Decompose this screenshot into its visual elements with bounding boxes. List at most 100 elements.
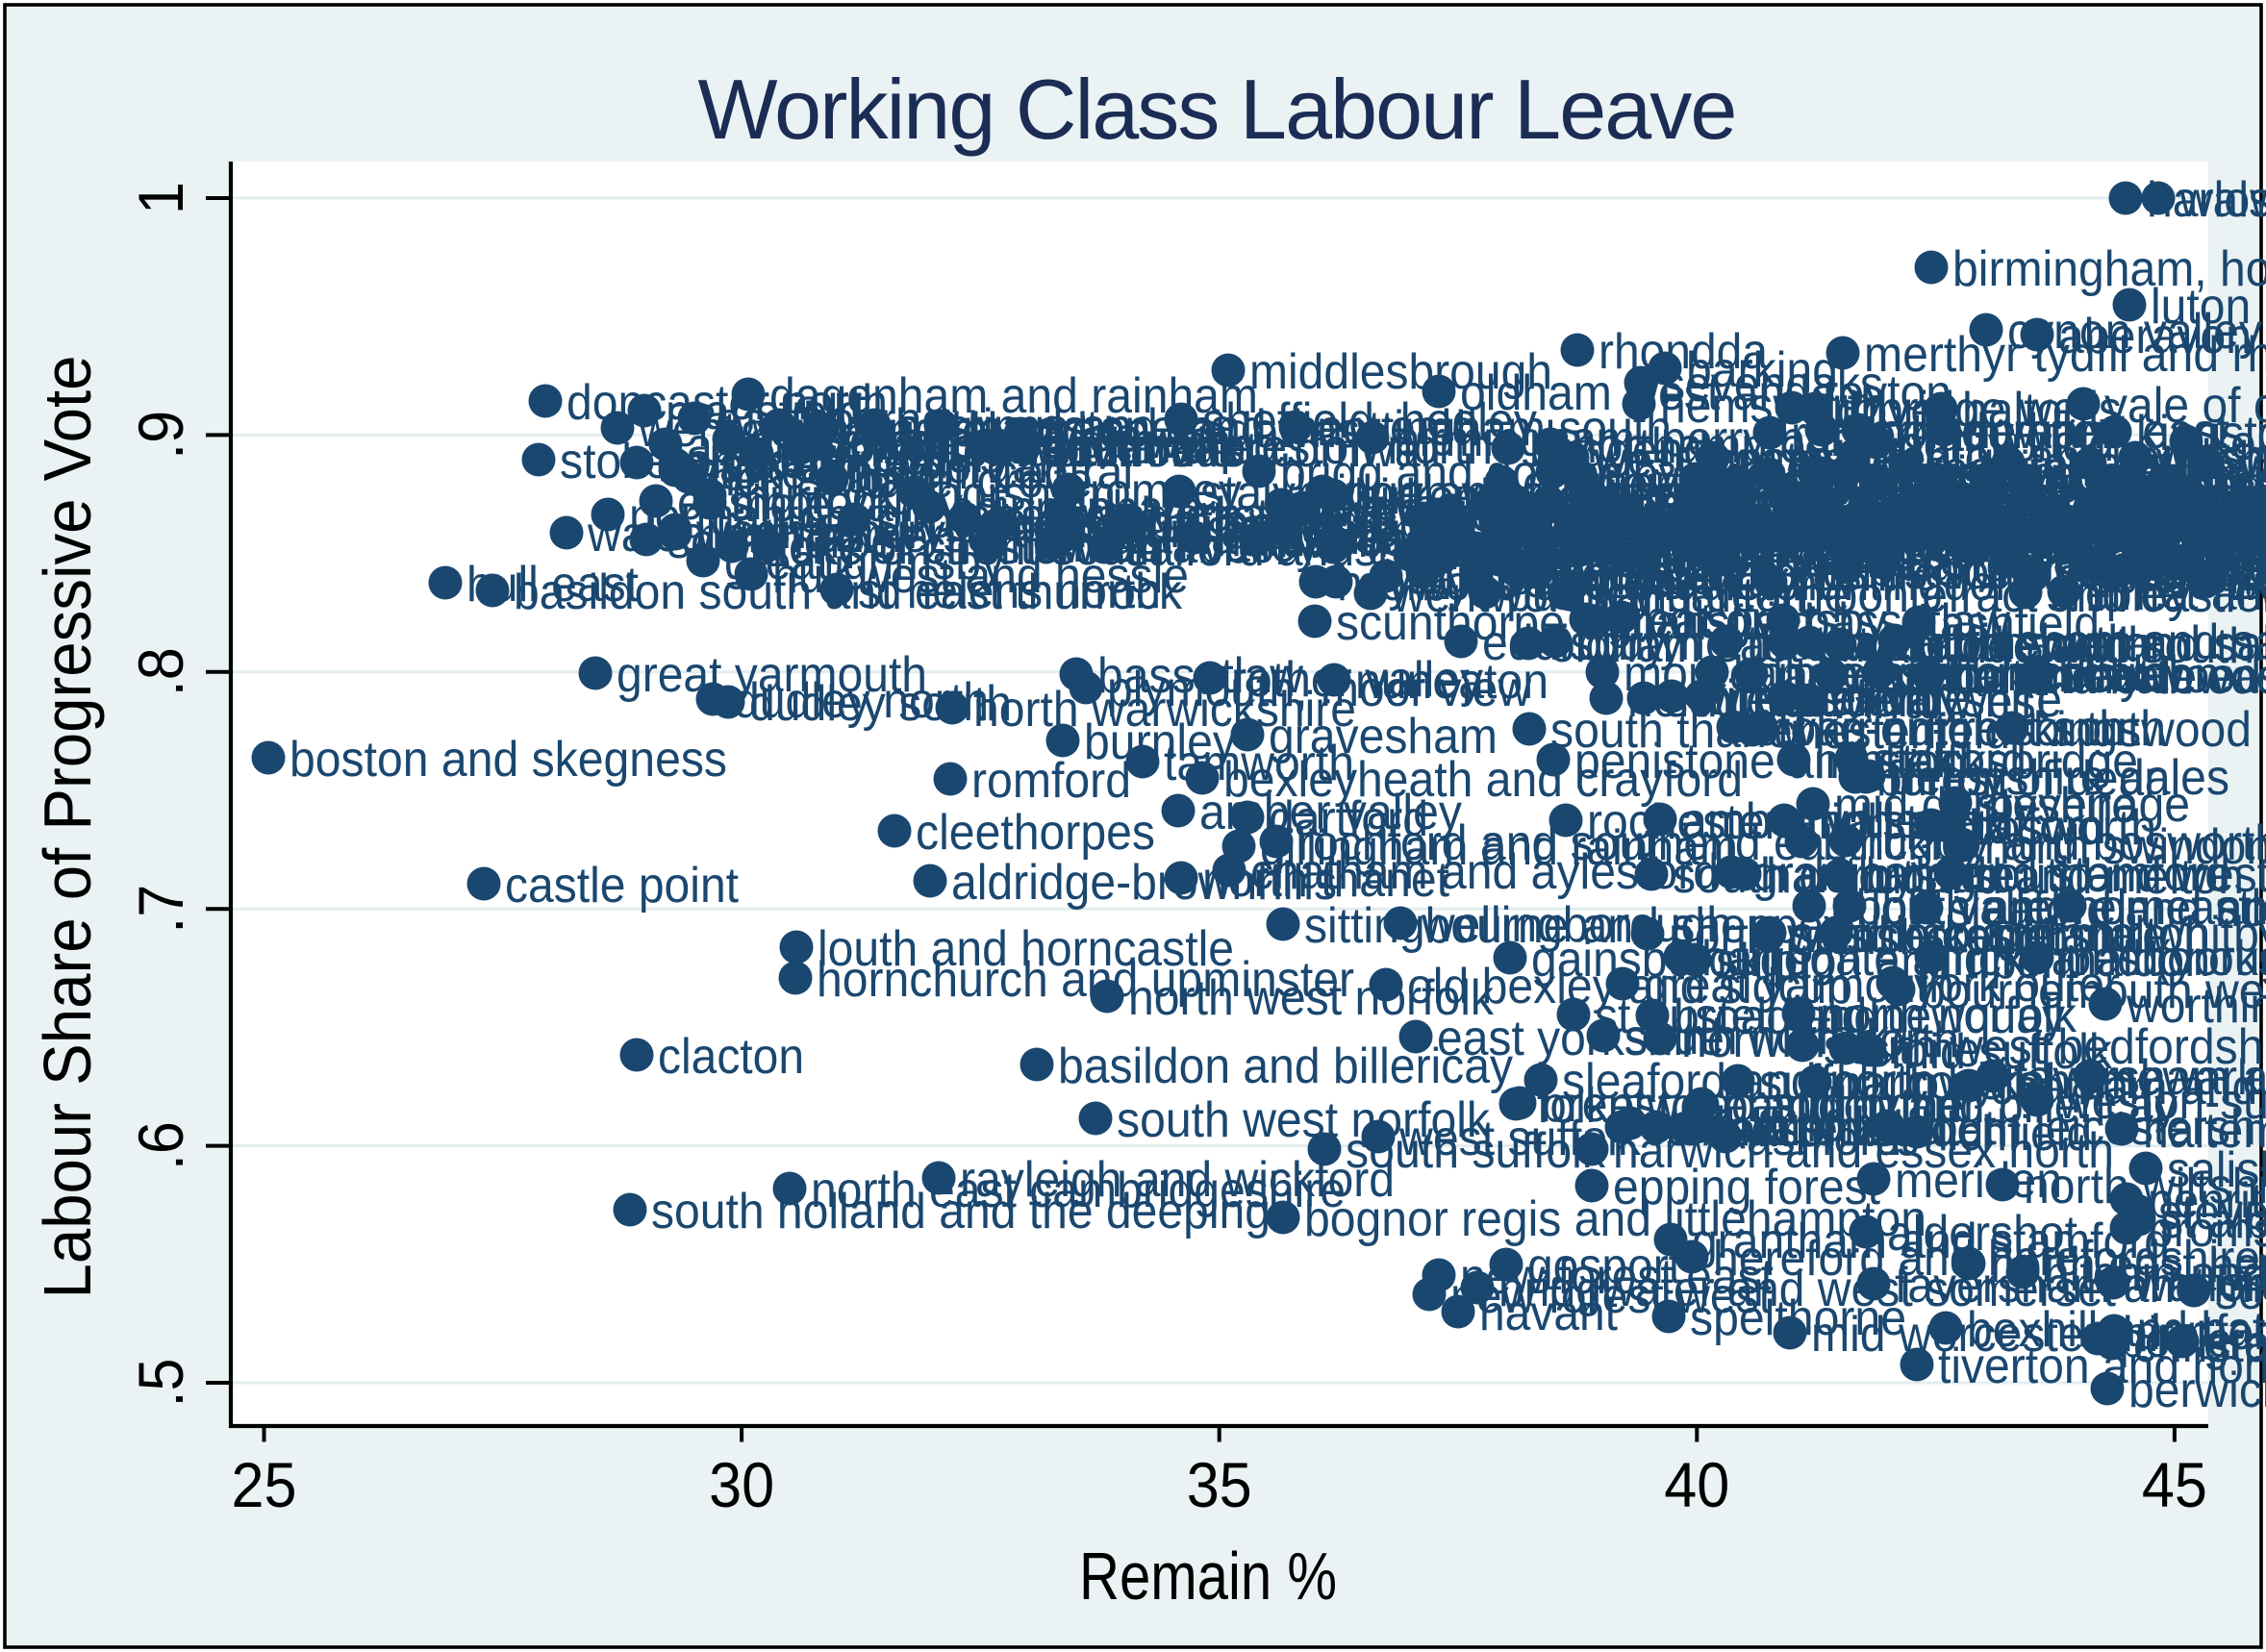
- svg-text:altrincham and sale west: altrincham and sale west: [1916, 614, 2266, 670]
- svg-text:south west bedfordshire: south west bedfordshire: [1824, 1019, 2266, 1075]
- svg-text:epping forest: epping forest: [1613, 1160, 1881, 1215]
- svg-text:city of chester: city of chester: [789, 519, 1074, 575]
- svg-text:30: 30: [709, 1449, 774, 1520]
- svg-text:25: 25: [232, 1449, 297, 1520]
- svg-text:st albans: st albans: [2160, 1193, 2266, 1249]
- svg-text:north west norfolk: north west norfolk: [1128, 970, 1495, 1026]
- svg-text:Working Class Labour Leave: Working Class Labour Leave: [698, 62, 1736, 157]
- svg-text:hereford and herefordshire: hereford and herefordshire: [1713, 1231, 2260, 1287]
- svg-text:great yarmouth: great yarmouth: [617, 647, 927, 703]
- svg-text:vale of clwyd: vale of clwyd: [2104, 378, 2266, 434]
- svg-text:.7: .7: [125, 885, 196, 934]
- svg-text:hinckley and bosworth: hinckley and bosworth: [1823, 815, 2266, 871]
- svg-text:stevenage: stevenage: [1976, 777, 2190, 833]
- svg-text:oldham west and royton: oldham west and royton: [1460, 365, 1951, 421]
- svg-text:.6: .6: [125, 1121, 196, 1170]
- svg-text:cleethorpes: cleethorpes: [916, 805, 1155, 861]
- svg-text:weaver vale: weaver vale: [1006, 419, 1254, 475]
- svg-text:bognor regis and littlehampton: bognor regis and littlehampton: [1304, 1191, 1926, 1247]
- svg-text:maidstone and the weald: maidstone and the weald: [963, 400, 1477, 456]
- svg-text:boston and skegness: boston and skegness: [290, 732, 727, 788]
- svg-text:saffron walden: saffron walden: [1707, 1102, 2008, 1158]
- svg-text:hornchurch and upminster: hornchurch and upminster: [817, 952, 1354, 1008]
- svg-text:warrington south: warrington south: [1781, 701, 2125, 757]
- svg-text:middlesbrough: middlesbrough: [1249, 344, 1552, 400]
- svg-text:rother valley: rother valley: [1231, 652, 1483, 708]
- svg-text:harrogate and knaresborough: harrogate and knaresborough: [1701, 931, 2266, 987]
- svg-text:Remain %: Remain %: [1079, 1539, 1337, 1614]
- svg-text:clacton: clacton: [658, 1029, 804, 1085]
- svg-text:bosworth: bosworth: [1969, 800, 2156, 856]
- svg-text:faversham and mid kent: faversham and mid kent: [2014, 1050, 2266, 1106]
- svg-text:blaydon: blaydon: [2058, 647, 2220, 703]
- svg-text:mid worcestershire: mid worcestershire: [1811, 1307, 2200, 1363]
- svg-text:35: 35: [1187, 1449, 1252, 1520]
- svg-text:elmet and rothwell: elmet and rothwell: [2091, 880, 2266, 936]
- svg-text:hitchin and harpenden: hitchin and harpenden: [2044, 1246, 2266, 1302]
- svg-text:lancaster and fleetwood: lancaster and fleetwood: [1773, 648, 2261, 704]
- svg-text:richmond (yorks): richmond (yorks): [1952, 931, 2266, 987]
- svg-text:forest of dean: forest of dean: [1887, 751, 2170, 807]
- svg-text:christchurch: christchurch: [2133, 1317, 2266, 1373]
- svg-text:rhondda: rhondda: [1599, 324, 1768, 380]
- svg-text:maldon: maldon: [2058, 932, 2210, 988]
- svg-text:salisbury: salisbury: [2167, 1142, 2266, 1198]
- svg-text:meriden: meriden: [1895, 1153, 2062, 1209]
- svg-text:bexleyheath and crayford: bexleyheath and crayford: [1223, 752, 1743, 808]
- svg-text:north swindon: north swindon: [1984, 819, 2266, 875]
- svg-text:halton: halton: [1962, 383, 2088, 438]
- svg-text:north east cambridgeshire: north east cambridgeshire: [811, 1163, 1346, 1218]
- svg-text:45: 45: [2142, 1449, 2207, 1520]
- svg-text:york outer: york outer: [1914, 957, 2120, 1013]
- svg-text:stoke-on-trent south: stoke-on-trent south: [1754, 701, 2166, 757]
- svg-text:barking: barking: [1686, 342, 1838, 398]
- svg-text:stafford: stafford: [1873, 733, 2027, 788]
- svg-text:norwich north: norwich north: [1681, 1013, 1959, 1068]
- svg-text:birmingham, hodge hill: birmingham, hodge hill: [1952, 241, 2266, 297]
- svg-text:bolton north east: bolton north east: [1950, 649, 2266, 705]
- svg-text:wakefield: wakefield: [2226, 556, 2266, 612]
- svg-text:aberavon: aberavon: [2058, 309, 2252, 364]
- svg-text:Labour Share of Progressive Vo: Labour Share of Progressive Vote: [30, 356, 105, 1299]
- svg-text:north warwickshire: north warwickshire: [973, 682, 1356, 738]
- svg-text:south holland and the deepings: south holland and the deepings: [651, 1184, 1294, 1239]
- svg-text:gravesham: gravesham: [2203, 1315, 2266, 1371]
- svg-text:tonbridge and malling: tonbridge and malling: [837, 418, 1279, 474]
- svg-text:south west norfolk: south west norfolk: [1117, 1092, 1491, 1148]
- svg-text:grantham and stamford: grantham and stamford: [1692, 1214, 2170, 1269]
- svg-text:sleaford and north hykeham: sleaford and north hykeham: [1948, 882, 2266, 938]
- svg-text:castle point: castle point: [505, 858, 740, 914]
- svg-text:40: 40: [1664, 1449, 1729, 1520]
- svg-text:walsall: walsall: [2178, 172, 2266, 228]
- svg-text:burnley: burnley: [1084, 714, 1236, 770]
- svg-text:.8: .8: [125, 647, 196, 696]
- svg-text:stevenage: stevenage: [2158, 1185, 2266, 1240]
- svg-text:kingswood: kingswood: [2033, 702, 2252, 758]
- svg-text:wansbeck: wansbeck: [2221, 515, 2266, 571]
- svg-text:basildon and billericay: basildon and billericay: [1058, 1039, 1513, 1094]
- svg-text:berwick-upon-tweed: berwick-upon-tweed: [2128, 1363, 2266, 1418]
- svg-text:aldershot: aldershot: [1887, 1206, 2078, 1262]
- svg-text:monmouth: monmouth: [1016, 422, 1234, 478]
- svg-text:havant: havant: [1479, 1286, 1618, 1341]
- svg-text:romford: romford: [971, 753, 1131, 809]
- svg-text:southend west: southend west: [1972, 847, 2266, 903]
- svg-text:bromsgrove: bromsgrove: [2148, 1202, 2266, 1258]
- svg-text:gloucester: gloucester: [2211, 469, 2266, 525]
- svg-text:penrith and the border: penrith and the border: [2148, 1173, 2266, 1229]
- svg-text:.9: .9: [125, 411, 196, 460]
- svg-text:haltemprice and howden: haltemprice and howden: [2143, 1103, 2266, 1159]
- svg-text:louth and horncastle: louth and horncastle: [818, 921, 1234, 977]
- svg-text:lichfield: lichfield: [1938, 1106, 2092, 1162]
- svg-text:gravesham: gravesham: [1269, 709, 1498, 764]
- svg-text:plymouth, moor view: plymouth, moor view: [1107, 662, 1531, 717]
- svg-text:merthyr tydfil and rhymney: merthyr tydfil and rhymney: [1864, 327, 2266, 383]
- svg-text:nuneaton: nuneaton: [1355, 654, 1548, 710]
- svg-text:gosport: gosport: [1527, 1239, 1682, 1294]
- svg-text:1: 1: [125, 182, 196, 214]
- svg-text:luton north: luton north: [2151, 279, 2266, 335]
- svg-text:newark: newark: [2111, 1050, 2261, 1106]
- svg-text:st helens north: st helens north: [858, 563, 1161, 619]
- svg-text:thurrock: thurrock: [731, 469, 899, 525]
- svg-text:south west hertfordshire: south west hertfordshire: [2215, 1264, 2266, 1320]
